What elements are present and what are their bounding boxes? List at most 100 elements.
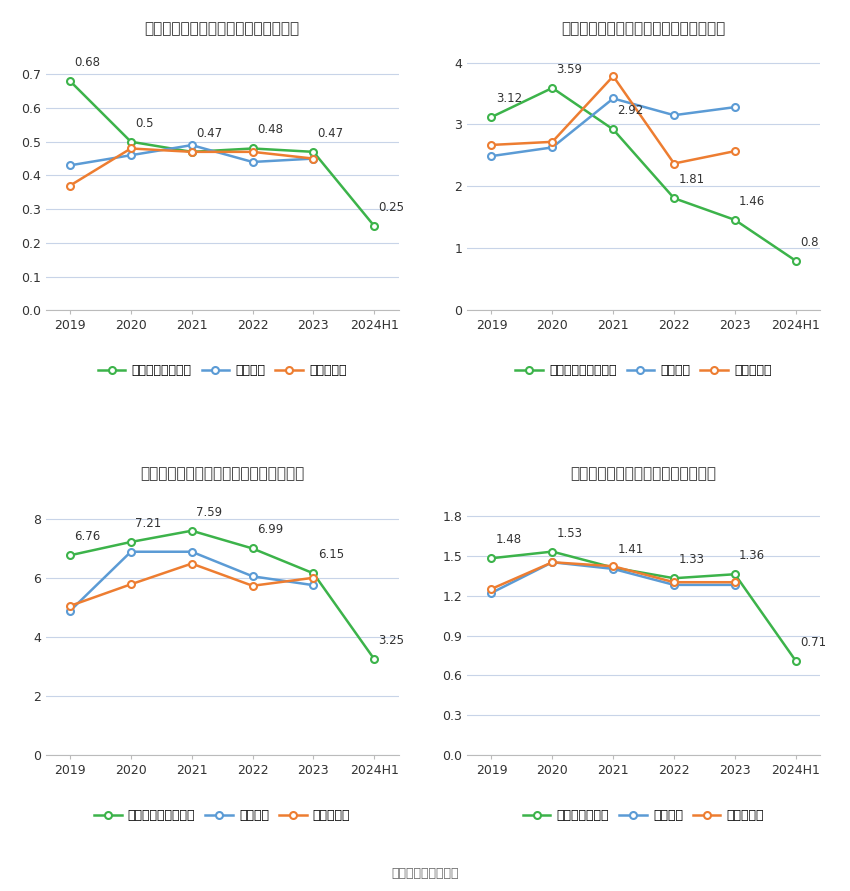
Line: 行业均值: 行业均值	[488, 559, 739, 596]
行业均值	[65, 606, 75, 617]
公司存货周转率	[547, 546, 558, 557]
行业中位数	[247, 146, 258, 157]
公司固定资产周转率	[669, 192, 679, 203]
行业中位数	[547, 557, 558, 568]
行业中位数	[608, 70, 618, 81]
公司固定资产周转率	[608, 124, 618, 135]
Line: 行业均值: 行业均值	[66, 548, 317, 615]
Legend: 公司应收账款周转率, 行业均值, 行业中位数: 公司应收账款周转率, 行业均值, 行业中位数	[89, 805, 355, 827]
Text: 0.68: 0.68	[74, 56, 100, 69]
Text: 1.36: 1.36	[740, 549, 765, 562]
行业均值	[309, 153, 319, 164]
公司总资产周转率	[369, 221, 379, 232]
公司固定资产周转率	[547, 83, 558, 94]
行业均值	[547, 142, 558, 152]
行业均值	[247, 571, 258, 582]
行业均值	[309, 580, 319, 591]
Text: 7.59: 7.59	[196, 506, 222, 519]
行业中位数	[126, 143, 136, 154]
公司存货周转率	[669, 573, 679, 584]
Legend: 公司总资产周转率, 行业均值, 行业中位数: 公司总资产周转率, 行业均值, 行业中位数	[93, 359, 352, 382]
行业均值	[65, 160, 75, 171]
Text: 数据来源：恒生聚源: 数据来源：恒生聚源	[391, 867, 459, 879]
Line: 行业均值: 行业均值	[66, 142, 317, 168]
公司总资产周转率	[247, 143, 258, 154]
Text: 1.41: 1.41	[617, 543, 643, 556]
Text: 1.81: 1.81	[678, 173, 705, 186]
行业中位数	[669, 576, 679, 587]
公司应收账款周转率	[369, 654, 379, 665]
公司存货周转率	[790, 656, 801, 666]
行业中位数	[547, 136, 558, 147]
Text: 0.8: 0.8	[800, 236, 819, 249]
Line: 行业中位数: 行业中位数	[488, 559, 739, 593]
行业均值	[187, 546, 197, 557]
行业中位数	[486, 140, 496, 151]
Text: 6.99: 6.99	[257, 524, 283, 536]
Title: 浙海德曼历年存货周转率情况（次）: 浙海德曼历年存货周转率情况（次）	[570, 466, 717, 481]
公司固定资产周转率	[486, 111, 496, 122]
行业均值	[608, 564, 618, 575]
Line: 行业中位数: 行业中位数	[66, 145, 317, 189]
公司存货周转率	[486, 553, 496, 564]
Text: 1.53: 1.53	[557, 527, 582, 540]
公司固定资产周转率	[730, 215, 740, 225]
行业中位数	[309, 572, 319, 583]
公司总资产周转率	[65, 76, 75, 86]
Text: 7.21: 7.21	[135, 517, 162, 530]
行业中位数	[187, 559, 197, 569]
Text: 0.47: 0.47	[196, 127, 222, 140]
公司存货周转率	[608, 562, 618, 573]
公司应收账款周转率	[65, 550, 75, 560]
公司应收账款周转率	[187, 526, 197, 536]
Text: 1.46: 1.46	[740, 195, 765, 208]
Text: 0.47: 0.47	[318, 127, 343, 140]
Text: 3.59: 3.59	[557, 63, 582, 76]
Text: 0.25: 0.25	[378, 201, 405, 214]
Line: 行业均值: 行业均值	[488, 95, 739, 159]
Title: 浙海德曼历年总资产周转率情况（次）: 浙海德曼历年总资产周转率情况（次）	[144, 20, 300, 36]
行业均值	[669, 110, 679, 120]
行业中位数	[486, 584, 496, 594]
Line: 公司总资产周转率: 公司总资产周转率	[66, 78, 377, 230]
Text: 0.5: 0.5	[135, 117, 154, 130]
行业均值	[669, 579, 679, 590]
Text: 3.12: 3.12	[496, 92, 522, 105]
公司应收账款周转率	[126, 536, 136, 547]
行业中位数	[247, 580, 258, 591]
Line: 公司应收账款周转率: 公司应收账款周转率	[66, 527, 377, 663]
行业均值	[730, 579, 740, 590]
行业中位数	[187, 146, 197, 157]
Line: 行业中位数: 行业中位数	[488, 73, 739, 167]
Legend: 公司存货周转率, 行业均值, 行业中位数: 公司存货周转率, 行业均值, 行业中位数	[518, 805, 769, 827]
行业中位数	[669, 159, 679, 169]
行业均值	[547, 557, 558, 568]
行业均值	[486, 587, 496, 598]
Text: 3.25: 3.25	[378, 634, 405, 647]
公司固定资产周转率	[790, 256, 801, 266]
Title: 浙海德曼历年固定资产周转率情况（次）: 浙海德曼历年固定资产周转率情况（次）	[562, 20, 726, 36]
Line: 公司固定资产周转率: 公司固定资产周转率	[488, 85, 799, 265]
行业均值	[187, 140, 197, 151]
Legend: 公司固定资产周转率, 行业均值, 行业中位数: 公司固定资产周转率, 行业均值, 行业中位数	[511, 359, 777, 382]
行业均值	[730, 102, 740, 112]
行业均值	[608, 94, 618, 104]
行业中位数	[309, 153, 319, 164]
Line: 行业中位数: 行业中位数	[66, 560, 317, 609]
公司应收账款周转率	[309, 568, 319, 578]
行业中位数	[608, 561, 618, 572]
行业中位数	[65, 180, 75, 191]
Text: 1.33: 1.33	[678, 553, 705, 567]
行业中位数	[126, 579, 136, 590]
行业均值	[126, 546, 136, 557]
Title: 浙海德曼历年应收账款周转率情况（次）: 浙海德曼历年应收账款周转率情况（次）	[140, 466, 304, 481]
行业中位数	[730, 576, 740, 587]
Text: 0.71: 0.71	[800, 636, 826, 649]
行业中位数	[65, 601, 75, 611]
公司应收账款周转率	[247, 544, 258, 554]
Text: 1.48: 1.48	[496, 533, 522, 546]
公司存货周转率	[730, 568, 740, 579]
公司总资产周转率	[309, 146, 319, 157]
行业中位数	[730, 146, 740, 157]
行业均值	[247, 157, 258, 168]
